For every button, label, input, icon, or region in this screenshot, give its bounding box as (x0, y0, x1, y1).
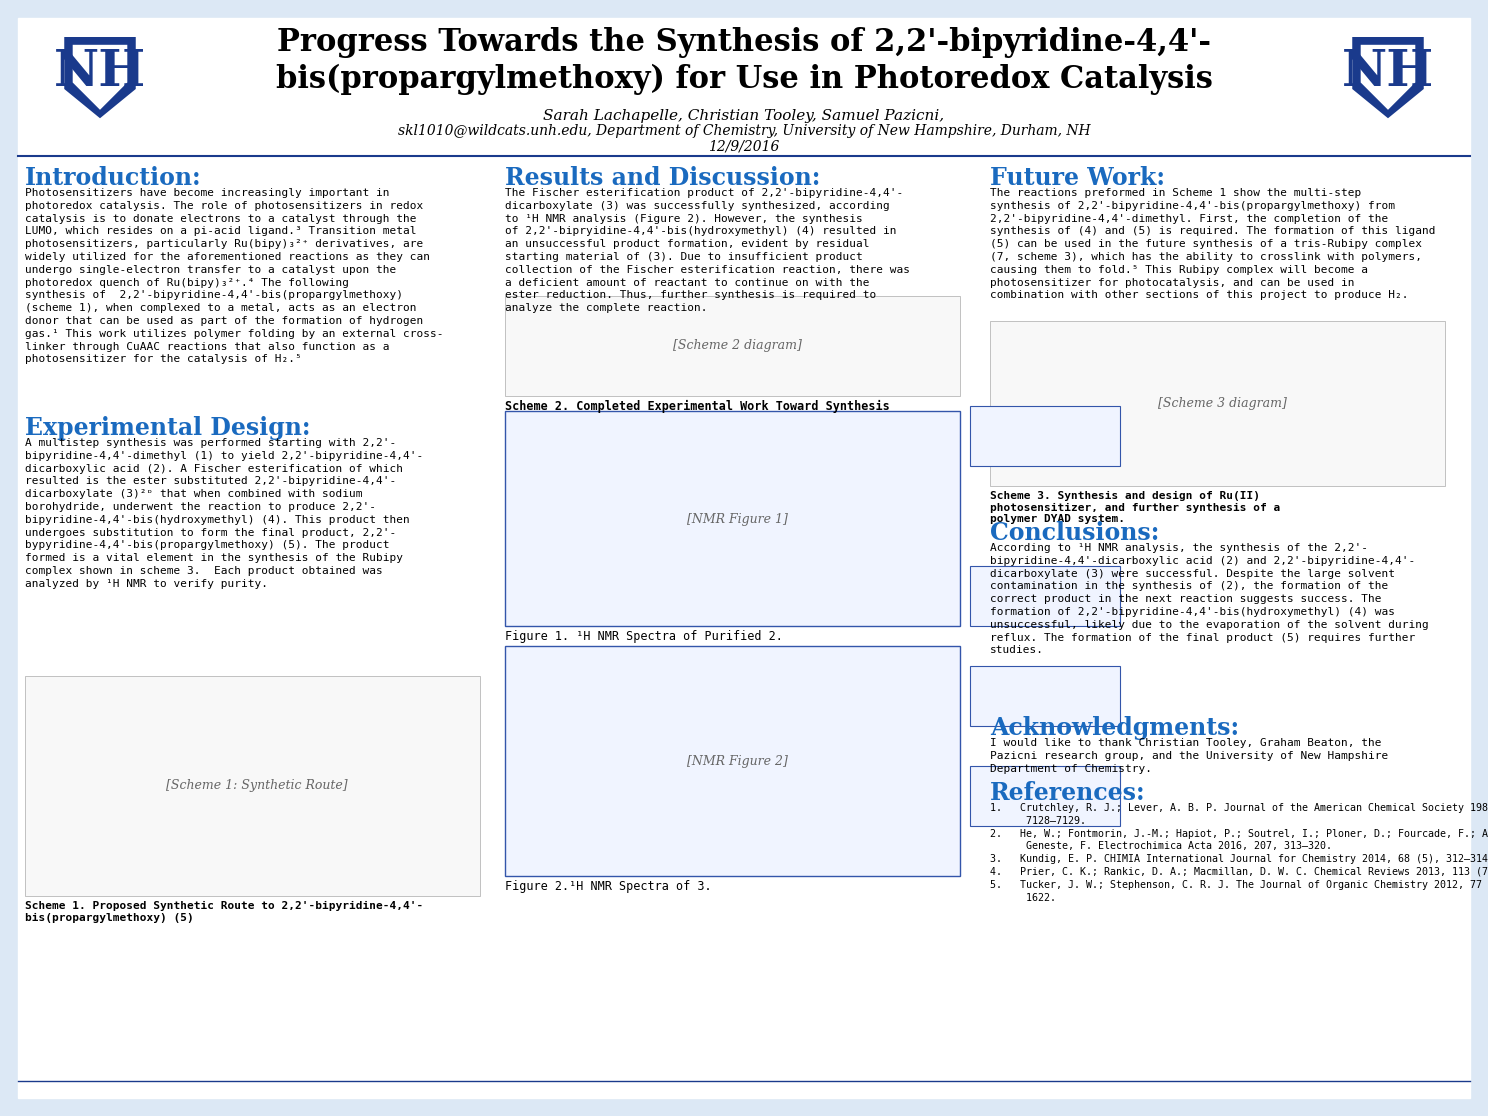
Text: Conclusions:: Conclusions: (990, 521, 1159, 545)
Bar (970, 406, 1120, 466)
Bar (504, 646, 960, 876)
Polygon shape (1353, 37, 1424, 118)
Text: I would like to thank Christian Tooley, Graham Beaton, the
Pazicni research grou: I would like to thank Christian Tooley, … (990, 738, 1388, 773)
Text: [Scheme 1: Synthetic Route]: [Scheme 1: Synthetic Route] (167, 779, 348, 792)
Text: skl1010@wildcats.unh.edu, Department of Chemistry, University of New Hampshire, : skl1010@wildcats.unh.edu, Department of … (397, 124, 1091, 138)
Text: Figure 2.¹H NMR Spectra of 3.: Figure 2.¹H NMR Spectra of 3. (504, 881, 711, 893)
Text: NH: NH (54, 48, 146, 97)
Bar (504, 411, 960, 626)
Text: 1.   Crutchley, R. J.; Lever, A. B. P. Journal of the American Chemical Society : 1. Crutchley, R. J.; Lever, A. B. P. Jou… (990, 804, 1488, 903)
Text: Results and Discussion:: Results and Discussion: (504, 166, 820, 190)
Text: The reactions preformed in Scheme 1 show the multi-step
synthesis of 2,2'-bipyri: The reactions preformed in Scheme 1 show… (990, 187, 1436, 300)
Text: Future Work:: Future Work: (990, 166, 1165, 190)
Bar (504, 296, 960, 396)
Bar (970, 666, 1120, 727)
Bar (970, 566, 1120, 626)
Text: Acknowledgments:: Acknowledgments: (990, 716, 1240, 740)
Text: A multistep synthesis was performed starting with 2,2'-
bipyridine-4,4'-dimethyl: A multistep synthesis was performed star… (25, 437, 423, 589)
Text: Scheme 1. Proposed Synthetic Route to 2,2'-bipyridine-4,4'-
bis(propargylmethoxy: Scheme 1. Proposed Synthetic Route to 2,… (25, 901, 423, 923)
Text: Scheme 3. Synthesis and design of Ru(II)
photosensitizer, and further synthesis : Scheme 3. Synthesis and design of Ru(II)… (990, 491, 1280, 525)
Text: Sarah Lachapelle, Christian Tooley, Samuel Pazicni,: Sarah Lachapelle, Christian Tooley, Samu… (543, 109, 945, 123)
Text: According to ¹H NMR analysis, the synthesis of the 2,2'-
bipyridine-4,4'-dicarbo: According to ¹H NMR analysis, the synthe… (990, 543, 1428, 655)
Text: [NMR Figure 1]: [NMR Figure 1] (686, 512, 787, 526)
Text: Scheme 2. Completed Experimental Work Toward Synthesis: Scheme 2. Completed Experimental Work To… (504, 400, 890, 413)
Text: [Scheme 3 diagram]: [Scheme 3 diagram] (1158, 397, 1287, 411)
Text: [Scheme 2 diagram]: [Scheme 2 diagram] (673, 339, 802, 353)
Text: NH: NH (1342, 48, 1434, 97)
Text: Progress Towards the Synthesis of 2,2'-bipyridine-4,4'-
bis(propargylmethoxy) fo: Progress Towards the Synthesis of 2,2'-b… (275, 28, 1213, 95)
Bar (990, 321, 1445, 485)
Text: 12/9/2016: 12/9/2016 (708, 140, 780, 153)
Bar (25, 676, 481, 896)
Text: Introduction:: Introduction: (25, 166, 202, 190)
Text: Photosensitizers have become increasingly important in
photoredox catalysis. The: Photosensitizers have become increasingl… (25, 187, 443, 365)
Bar (970, 766, 1120, 826)
Text: References:: References: (990, 781, 1146, 805)
Text: Figure 1. ¹H NMR Spectra of Purified 2.: Figure 1. ¹H NMR Spectra of Purified 2. (504, 631, 783, 643)
Text: The Fischer esterification product of 2,2'-bipyridine-4,4'-
dicarboxylate (3) wa: The Fischer esterification product of 2,… (504, 187, 911, 314)
Polygon shape (64, 37, 135, 118)
Text: [NMR Figure 2]: [NMR Figure 2] (686, 754, 787, 768)
Polygon shape (1360, 45, 1415, 109)
Polygon shape (73, 45, 128, 109)
Text: Experimental Design:: Experimental Design: (25, 416, 311, 440)
